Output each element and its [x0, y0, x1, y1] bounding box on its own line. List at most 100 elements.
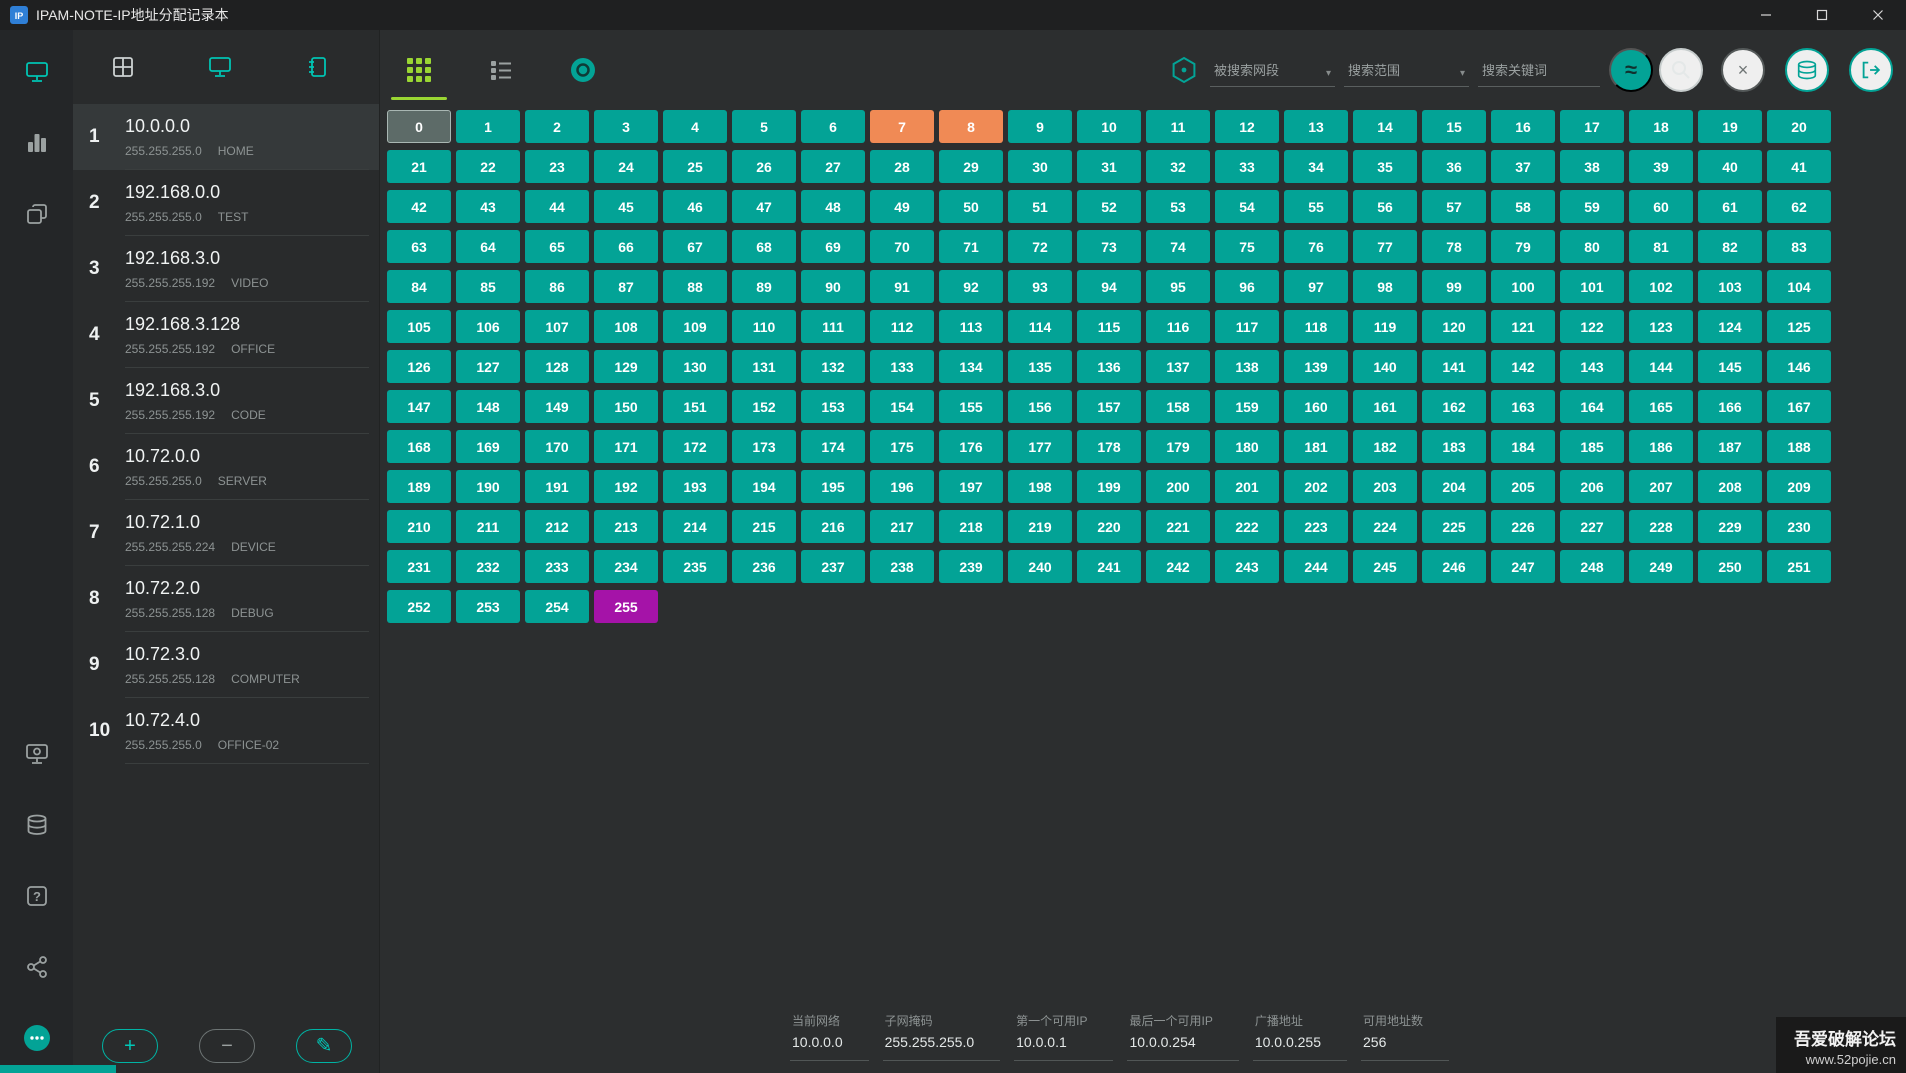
ip-cell[interactable]: 40: [1698, 150, 1762, 183]
ip-cell[interactable]: 235: [663, 550, 727, 583]
ip-cell[interactable]: 247: [1491, 550, 1555, 583]
ip-cell[interactable]: 165: [1629, 390, 1693, 423]
ip-cell[interactable]: 221: [1146, 510, 1210, 543]
ip-cell[interactable]: 220: [1077, 510, 1141, 543]
ip-cell[interactable]: 151: [663, 390, 727, 423]
ip-cell[interactable]: 12: [1215, 110, 1279, 143]
ip-cell[interactable]: 135: [1008, 350, 1072, 383]
ip-cell[interactable]: 162: [1422, 390, 1486, 423]
ip-cell[interactable]: 204: [1422, 470, 1486, 503]
ip-cell[interactable]: 181: [1284, 430, 1348, 463]
search-keyword-input[interactable]: 搜索关键词: [1478, 53, 1600, 87]
ip-cell[interactable]: 101: [1560, 270, 1624, 303]
ip-cell[interactable]: 66: [594, 230, 658, 263]
ip-cell[interactable]: 152: [732, 390, 796, 423]
ip-cell[interactable]: 49: [870, 190, 934, 223]
ip-cell[interactable]: 142: [1491, 350, 1555, 383]
sidebar-item-devices[interactable]: [0, 718, 73, 789]
ip-cell[interactable]: 43: [456, 190, 520, 223]
ip-cell[interactable]: 42: [387, 190, 451, 223]
network-list-item[interactable]: 3 192.168.3.0 255.255.255.192 VIDEO: [73, 236, 379, 302]
ip-cell[interactable]: 185: [1560, 430, 1624, 463]
ip-cell[interactable]: 144: [1629, 350, 1693, 383]
ip-cell[interactable]: 206: [1560, 470, 1624, 503]
network-list-item[interactable]: 8 10.72.2.0 255.255.255.128 DEBUG: [73, 566, 379, 632]
ip-cell[interactable]: 55: [1284, 190, 1348, 223]
ip-cell[interactable]: 25: [663, 150, 727, 183]
ip-cell[interactable]: 4: [663, 110, 727, 143]
ip-cell[interactable]: 123: [1629, 310, 1693, 343]
ip-cell[interactable]: 192: [594, 470, 658, 503]
ip-cell[interactable]: 243: [1215, 550, 1279, 583]
ip-cell[interactable]: 186: [1629, 430, 1693, 463]
ip-cell[interactable]: 254: [525, 590, 589, 623]
ip-cell[interactable]: 79: [1491, 230, 1555, 263]
network-list-item[interactable]: 5 192.168.3.0 255.255.255.192 CODE: [73, 368, 379, 434]
ip-cell[interactable]: 136: [1077, 350, 1141, 383]
ip-cell[interactable]: 88: [663, 270, 727, 303]
ip-cell[interactable]: 1: [456, 110, 520, 143]
ip-cell[interactable]: 18: [1629, 110, 1693, 143]
ip-cell[interactable]: 126: [387, 350, 451, 383]
ip-cell[interactable]: 211: [456, 510, 520, 543]
ip-cell[interactable]: 87: [594, 270, 658, 303]
ip-cell[interactable]: 34: [1284, 150, 1348, 183]
ip-cell[interactable]: 93: [1008, 270, 1072, 303]
ip-cell[interactable]: 118: [1284, 310, 1348, 343]
ip-cell[interactable]: 249: [1629, 550, 1693, 583]
ip-cell[interactable]: 188: [1767, 430, 1831, 463]
ip-cell[interactable]: 202: [1284, 470, 1348, 503]
ip-cell[interactable]: 78: [1422, 230, 1486, 263]
ip-cell[interactable]: 143: [1560, 350, 1624, 383]
ip-cell[interactable]: 141: [1422, 350, 1486, 383]
ip-cell[interactable]: 73: [1077, 230, 1141, 263]
ip-cell[interactable]: 187: [1698, 430, 1762, 463]
ip-cell[interactable]: 63: [387, 230, 451, 263]
ip-cell[interactable]: 108: [594, 310, 658, 343]
ip-cell[interactable]: 125: [1767, 310, 1831, 343]
ip-cell[interactable]: 156: [1008, 390, 1072, 423]
ip-cell[interactable]: 177: [1008, 430, 1072, 463]
sidebar-item-help[interactable]: ?: [0, 860, 73, 931]
ip-cell[interactable]: 195: [801, 470, 865, 503]
ip-cell[interactable]: 68: [732, 230, 796, 263]
ip-cell[interactable]: 248: [1560, 550, 1624, 583]
network-list-item[interactable]: 10 10.72.4.0 255.255.255.0 OFFICE-02: [73, 698, 379, 764]
ip-cell[interactable]: 58: [1491, 190, 1555, 223]
ip-cell[interactable]: 194: [732, 470, 796, 503]
ip-cell[interactable]: 150: [594, 390, 658, 423]
ip-cell[interactable]: 148: [456, 390, 520, 423]
ip-cell[interactable]: 41: [1767, 150, 1831, 183]
ip-cell[interactable]: 183: [1422, 430, 1486, 463]
ip-cell[interactable]: 105: [387, 310, 451, 343]
ip-cell[interactable]: 38: [1560, 150, 1624, 183]
ip-cell[interactable]: 203: [1353, 470, 1417, 503]
ip-cell[interactable]: 89: [732, 270, 796, 303]
ip-cell[interactable]: 231: [387, 550, 451, 583]
ip-cell[interactable]: 77: [1353, 230, 1417, 263]
ip-cell[interactable]: 114: [1008, 310, 1072, 343]
ip-cell[interactable]: 107: [525, 310, 589, 343]
ip-cell[interactable]: 6: [801, 110, 865, 143]
ip-cell[interactable]: 124: [1698, 310, 1762, 343]
network-list-item[interactable]: 4 192.168.3.128 255.255.255.192 OFFICE: [73, 302, 379, 368]
ip-cell[interactable]: 2: [525, 110, 589, 143]
network-list-item[interactable]: 9 10.72.3.0 255.255.255.128 COMPUTER: [73, 632, 379, 698]
ip-cell[interactable]: 205: [1491, 470, 1555, 503]
ip-cell[interactable]: 149: [525, 390, 589, 423]
ip-cell[interactable]: 75: [1215, 230, 1279, 263]
ip-cell[interactable]: 7: [870, 110, 934, 143]
ip-cell[interactable]: 27: [801, 150, 865, 183]
ip-cell[interactable]: 83: [1767, 230, 1831, 263]
ip-cell[interactable]: 48: [801, 190, 865, 223]
ip-cell[interactable]: 215: [732, 510, 796, 543]
ip-cell[interactable]: 170: [525, 430, 589, 463]
ip-cell[interactable]: 36: [1422, 150, 1486, 183]
ip-cell[interactable]: 121: [1491, 310, 1555, 343]
ip-cell[interactable]: 80: [1560, 230, 1624, 263]
ip-cell[interactable]: 81: [1629, 230, 1693, 263]
network-list-item[interactable]: 2 192.168.0.0 255.255.255.0 TEST: [73, 170, 379, 236]
ip-cell[interactable]: 137: [1146, 350, 1210, 383]
ip-cell[interactable]: 174: [801, 430, 865, 463]
ip-cell[interactable]: 199: [1077, 470, 1141, 503]
